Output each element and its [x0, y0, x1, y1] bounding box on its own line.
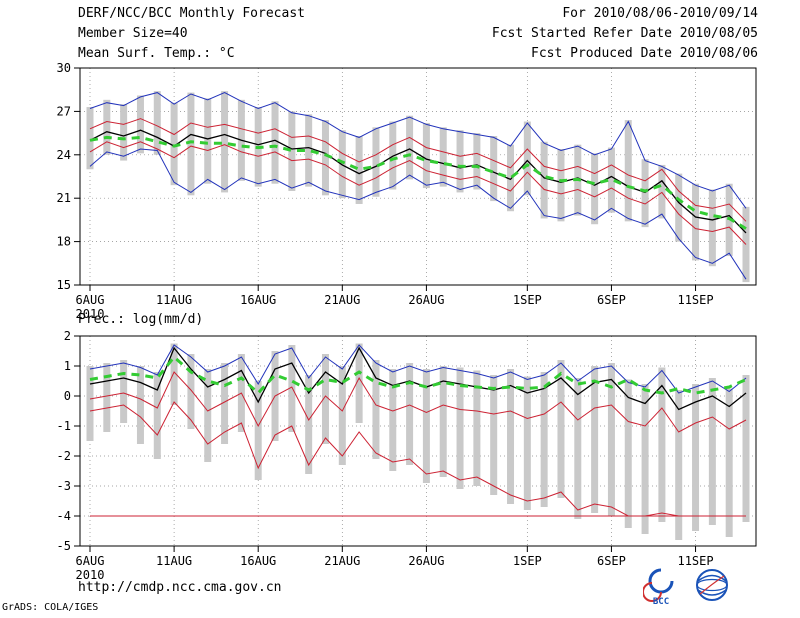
source-url: http://cmdp.ncc.cma.gov.cn	[78, 580, 282, 595]
series-upper-bound-blue	[89, 92, 747, 209]
x-tick-label: 26AUG	[408, 554, 444, 568]
y-tick-label: 24	[57, 148, 71, 162]
x-tick-label: 11SEP	[677, 554, 713, 568]
series-lower-bound-blue	[89, 148, 747, 280]
x-tick-label: 26AUG	[408, 293, 444, 307]
cma-logo	[688, 566, 736, 612]
y-tick-label: 15	[57, 278, 71, 292]
x-tick-label: 11SEP	[677, 293, 713, 307]
y-tick-label: -1	[57, 419, 71, 433]
x-tick-label: 16AUG	[240, 554, 276, 568]
plot-box	[79, 67, 757, 286]
y-tick-label: 30	[57, 61, 71, 75]
prec-panel-title: Prec.: log(mm/d)	[78, 312, 204, 327]
temp-panel-title: Mean Surf. Temp.: °C	[78, 46, 235, 61]
series-dashed-green	[89, 135, 747, 230]
x-tick-label: 1SEP	[513, 554, 542, 568]
x-tick-label: 16AUG	[240, 293, 276, 307]
page-title: DERF/NCC/BCC Monthly Forecast	[78, 6, 305, 21]
x-tick-year-label: 2010	[76, 568, 105, 582]
x-tick-label: 1SEP	[513, 293, 542, 307]
y-tick-label: 2	[64, 329, 71, 343]
series-upper-red	[89, 118, 747, 222]
bcc-logo-label: BCC	[653, 597, 669, 606]
series-lower-red	[89, 141, 747, 245]
y-tick-label: -3	[57, 479, 71, 493]
x-tick-label: 11AUG	[156, 293, 192, 307]
y-tick-label: -4	[57, 509, 71, 523]
x-tick-label: 6AUG	[76, 554, 105, 568]
x-tick-label: 21AUG	[324, 554, 360, 568]
y-tick-label: 0	[64, 389, 71, 403]
plot-box	[79, 335, 757, 547]
ensemble-spread-bars	[86, 91, 750, 283]
ensemble-spread-bars	[86, 343, 750, 540]
forecast-range-label: For 2010/08/06-2010/09/14	[562, 6, 758, 21]
refer-date-label: Fcst Started Refer Date 2010/08/05	[491, 26, 758, 41]
series-upper-red	[89, 371, 747, 433]
y-tick-label: 18	[57, 235, 71, 249]
x-tick-label: 6SEP	[597, 293, 626, 307]
x-tick-label: 21AUG	[324, 293, 360, 307]
series-ensemble-mean-black	[89, 129, 747, 234]
grads-credit: GrADS: COLA/IGES	[2, 602, 99, 613]
x-tick-label: 6SEP	[597, 554, 626, 568]
produced-date-label: Fcst Produced Date 2010/08/06	[531, 46, 758, 61]
x-tick-label: 11AUG	[156, 554, 192, 568]
y-tick-label: -2	[57, 449, 71, 463]
x-tick-year-label: 2010	[76, 307, 105, 321]
y-tick-label: 21	[57, 191, 71, 205]
y-tick-label: 27	[57, 104, 71, 118]
y-tick-label: -5	[57, 539, 71, 553]
x-tick-label: 6AUG	[76, 293, 105, 307]
member-size-label: Member Size=40	[78, 26, 188, 41]
bcc-logo: BCC	[642, 566, 679, 610]
series-dashed-green	[89, 354, 747, 396]
y-tick-label: 1	[64, 359, 71, 373]
